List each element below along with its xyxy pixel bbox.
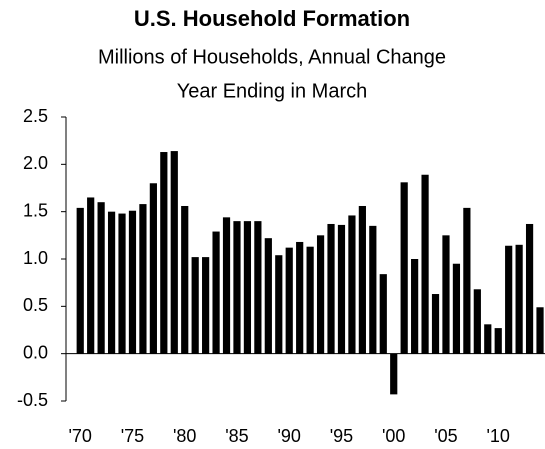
bar bbox=[463, 207, 471, 354]
y-tick-label: 1.5 bbox=[23, 200, 48, 220]
bar bbox=[484, 324, 492, 354]
bar bbox=[473, 289, 481, 354]
y-tick-label: 2.5 bbox=[23, 106, 48, 126]
bar bbox=[379, 274, 387, 354]
bar bbox=[160, 152, 168, 354]
y-tick-label: -0.5 bbox=[17, 390, 48, 410]
bar bbox=[264, 238, 272, 354]
bar bbox=[181, 205, 189, 354]
chart-subtitle: Year Ending in March bbox=[177, 80, 368, 102]
bar bbox=[296, 241, 304, 354]
bar bbox=[254, 221, 262, 354]
x-tick-label: '90 bbox=[277, 426, 300, 446]
bar bbox=[191, 257, 199, 354]
bar bbox=[97, 202, 105, 354]
chart-title: U.S. Household Formation bbox=[134, 6, 410, 31]
bar bbox=[421, 174, 429, 354]
bar bbox=[306, 246, 314, 354]
bar bbox=[128, 210, 137, 354]
bar bbox=[505, 245, 513, 354]
bar bbox=[411, 259, 419, 354]
chart-subtitle: Millions of Households, Annual Change bbox=[98, 46, 446, 68]
bar bbox=[285, 247, 293, 354]
bar bbox=[525, 223, 534, 354]
bar bbox=[369, 225, 377, 354]
x-tick-label: '85 bbox=[225, 426, 248, 446]
bar bbox=[76, 207, 84, 354]
x-tick-label: '10 bbox=[486, 426, 509, 446]
x-tick-label: '95 bbox=[330, 426, 353, 446]
bar bbox=[536, 307, 544, 354]
bar bbox=[222, 217, 231, 354]
x-tick-label: '05 bbox=[434, 426, 457, 446]
bar bbox=[327, 223, 335, 354]
bar bbox=[170, 151, 178, 354]
bar bbox=[337, 224, 346, 354]
bar bbox=[243, 221, 252, 354]
x-tick-label: '70 bbox=[68, 426, 91, 446]
bar bbox=[149, 183, 157, 354]
bar bbox=[494, 328, 502, 354]
bar bbox=[202, 257, 210, 354]
bar bbox=[431, 294, 440, 354]
bar bbox=[400, 182, 408, 354]
bar bbox=[442, 235, 450, 354]
bar bbox=[452, 263, 461, 354]
bar bbox=[390, 353, 398, 395]
bar bbox=[107, 211, 116, 354]
x-tick-label: '75 bbox=[121, 426, 144, 446]
x-tick-label: '80 bbox=[173, 426, 196, 446]
y-tick-label: 0.5 bbox=[23, 295, 48, 315]
y-tick-label: 1.0 bbox=[23, 248, 48, 268]
bar bbox=[87, 197, 95, 354]
bar bbox=[139, 204, 147, 354]
y-tick-label: 0.0 bbox=[23, 342, 48, 362]
bar bbox=[358, 205, 366, 354]
bar bbox=[233, 221, 241, 354]
bar bbox=[118, 213, 126, 354]
bar bbox=[515, 244, 523, 354]
bar bbox=[212, 231, 220, 354]
bar bbox=[316, 235, 325, 354]
x-tick-label: '00 bbox=[382, 426, 405, 446]
bar bbox=[275, 255, 283, 354]
y-tick-label: 2.0 bbox=[23, 153, 48, 173]
bar bbox=[348, 215, 356, 354]
